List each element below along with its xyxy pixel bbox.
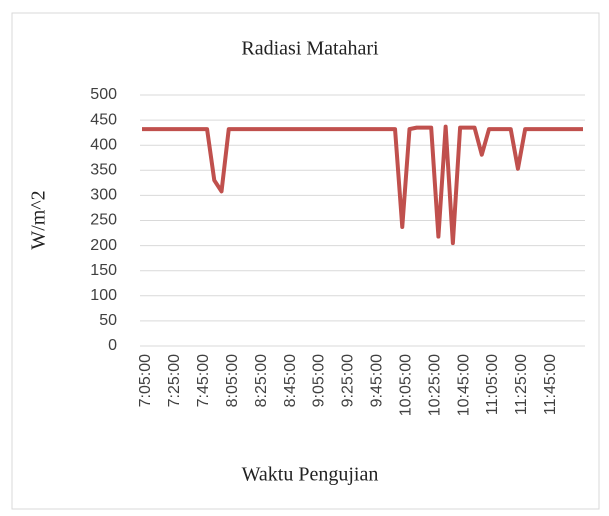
x-tick-label: 8:45:00 — [282, 354, 299, 407]
y-axis-label: W/m^2 — [28, 190, 50, 249]
x-tick-label: 11:05:00 — [484, 354, 501, 415]
y-tick-label: 500 — [90, 86, 117, 103]
y-tick-label: 350 — [90, 162, 117, 179]
x-tick-label: 9:25:00 — [340, 354, 357, 407]
x-tick-label: 9:05:00 — [311, 354, 328, 407]
y-tick-label: 150 — [90, 262, 117, 279]
x-tick-label: 10:25:00 — [426, 354, 443, 416]
x-tick-label: 7:25:00 — [166, 354, 183, 407]
y-tick-label: 400 — [90, 136, 117, 153]
x-axis-label: Waktu Pengujian — [242, 464, 379, 486]
x-tick-label: 10:05:00 — [397, 354, 414, 416]
x-tick-label: 11:25:00 — [513, 354, 530, 415]
y-tick-label: 200 — [90, 237, 117, 254]
y-tick-label: 0 — [108, 337, 117, 354]
chart-title: Radiasi Matahari — [241, 38, 379, 60]
chart-border — [11, 12, 600, 510]
y-tick-label: 100 — [90, 287, 117, 304]
x-tick-label: 7:05:00 — [137, 354, 154, 407]
y-tick-label: 300 — [90, 187, 117, 204]
x-tick-label: 9:45:00 — [369, 354, 386, 407]
data-line — [142, 124, 583, 246]
x-tick-label: 10:45:00 — [455, 354, 472, 416]
y-tick-label: 50 — [99, 312, 117, 329]
x-tick-label: 11:45:00 — [542, 354, 559, 415]
x-tick-label: 8:25:00 — [253, 354, 270, 407]
x-tick-label: 7:45:00 — [195, 354, 212, 407]
y-tick-label: 450 — [90, 111, 117, 128]
y-tick-label: 250 — [90, 212, 117, 229]
x-tick-label: 8:05:00 — [224, 354, 241, 407]
